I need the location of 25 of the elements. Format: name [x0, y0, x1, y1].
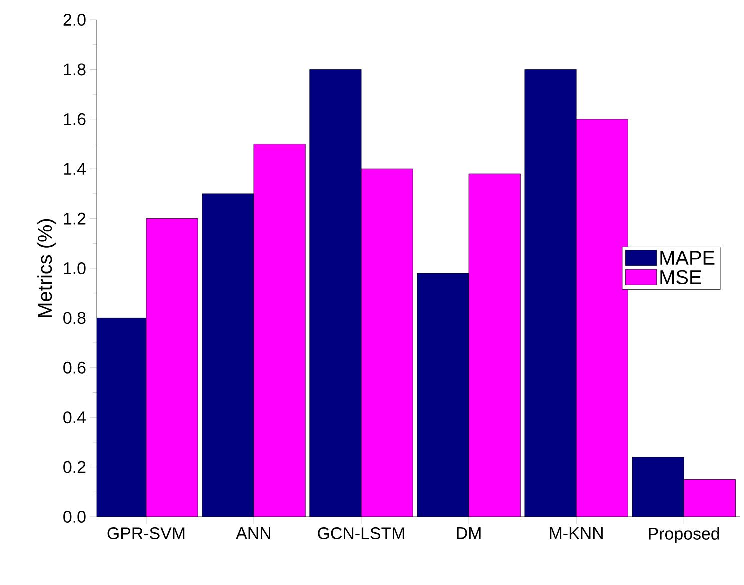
bar [469, 174, 521, 517]
y-tick-label: 0.8 [64, 312, 86, 324]
x-tick-label: DM [457, 528, 481, 540]
bar [684, 480, 736, 517]
bar [362, 169, 414, 517]
x-tick-label: M-KNN [550, 528, 603, 540]
x-tick-label: GPR-SVM [108, 528, 185, 540]
y-tick-label: 1.2 [64, 212, 86, 225]
y-tick-label: 1.0 [64, 262, 86, 274]
legend-label: MAPE [660, 251, 715, 265]
y-tick-label: 0.2 [64, 461, 86, 474]
x-tick-label: Proposed [649, 528, 720, 544]
bar [254, 144, 306, 517]
y-tick-label: 2.0 [64, 14, 86, 26]
legend-label: MSE [660, 270, 702, 284]
bar [576, 119, 628, 517]
y-tick-label: 0.6 [64, 362, 86, 374]
y-tick-label: 1.6 [64, 113, 86, 126]
x-tick-label: GCN-LSTM [318, 528, 404, 540]
y-tick-label: 0.0 [64, 511, 86, 523]
y-tick-label: 0.4 [64, 412, 86, 424]
y-tick-label: 1.4 [64, 163, 86, 175]
y-axis-title: Metrics (%) [38, 219, 56, 318]
x-tick-label: ANN [236, 528, 270, 540]
y-tick-label: 1.8 [64, 64, 86, 76]
